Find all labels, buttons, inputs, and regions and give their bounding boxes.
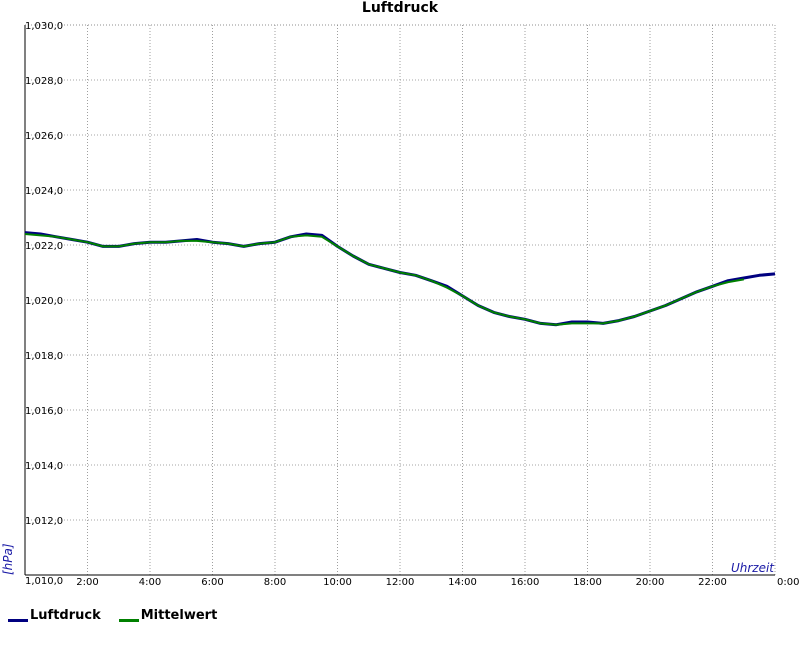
x-tick-label: 20:00 xyxy=(636,577,665,588)
x-tick-label: 4:00 xyxy=(139,577,161,588)
y-tick-label: 1,014,0 xyxy=(25,461,63,472)
legend-label-luftdruck: Luftdruck xyxy=(30,608,101,623)
x-tick-label: 22:00 xyxy=(698,577,727,588)
y-tick-label: 1,012,0 xyxy=(25,516,63,527)
y-tick-labels: 1,010,0 1,012,0 1,014,0 1,016,0 1,018,0 1,020… xyxy=(25,21,63,587)
y-tick-label: 1,010,0 xyxy=(25,576,63,587)
axes xyxy=(24,24,776,576)
legend-item-mittelwert: Mittelwert xyxy=(118,608,218,623)
y-tick-label: 1,020,0 xyxy=(25,296,63,307)
y-tick-label: 1,026,0 xyxy=(25,131,63,142)
chart-title: Luftdruck xyxy=(362,0,439,16)
legend-item-luftdruck: Luftdruck xyxy=(8,608,101,623)
y-tick-label: 1,028,0 xyxy=(25,76,63,87)
legend-swatch-mittelwert xyxy=(118,618,139,622)
x-tick-label: 0:00 xyxy=(777,577,799,588)
x-tick-labels: 2:00 4:00 6:00 8:00 10:00 12:00 14:00 16:00 18:0… xyxy=(76,577,799,588)
y-axis-label: [hPa] xyxy=(1,543,15,575)
x-axis-label: Uhrzeit xyxy=(731,561,775,575)
legend-label-mittelwert: Mittelwert xyxy=(140,608,218,623)
series-lines xyxy=(24,231,776,327)
x-tick-label: 2:00 xyxy=(76,577,98,588)
x-tick-label: 6:00 xyxy=(201,577,223,588)
x-tick-label: 10:00 xyxy=(323,577,352,588)
y-tick-label: 1,030,0 xyxy=(25,21,63,32)
series-line-mittelwert xyxy=(24,233,744,326)
x-tick-label: 12:00 xyxy=(386,577,415,588)
x-tick-label: 8:00 xyxy=(264,577,286,588)
y-tick-label: 1,024,0 xyxy=(25,186,63,197)
x-tick-label: 16:00 xyxy=(511,577,540,588)
legend-swatch-luftdruck xyxy=(8,618,28,622)
legend: Luftdruck Mittelwert xyxy=(8,608,217,623)
y-tick-label: 1,016,0 xyxy=(25,406,63,417)
y-tick-label: 1,018,0 xyxy=(25,351,63,362)
x-tick-label: 18:00 xyxy=(573,577,602,588)
x-tick-label: 14:00 xyxy=(448,577,477,588)
y-tick-label: 1,022,0 xyxy=(25,241,63,252)
grid xyxy=(25,24,775,575)
